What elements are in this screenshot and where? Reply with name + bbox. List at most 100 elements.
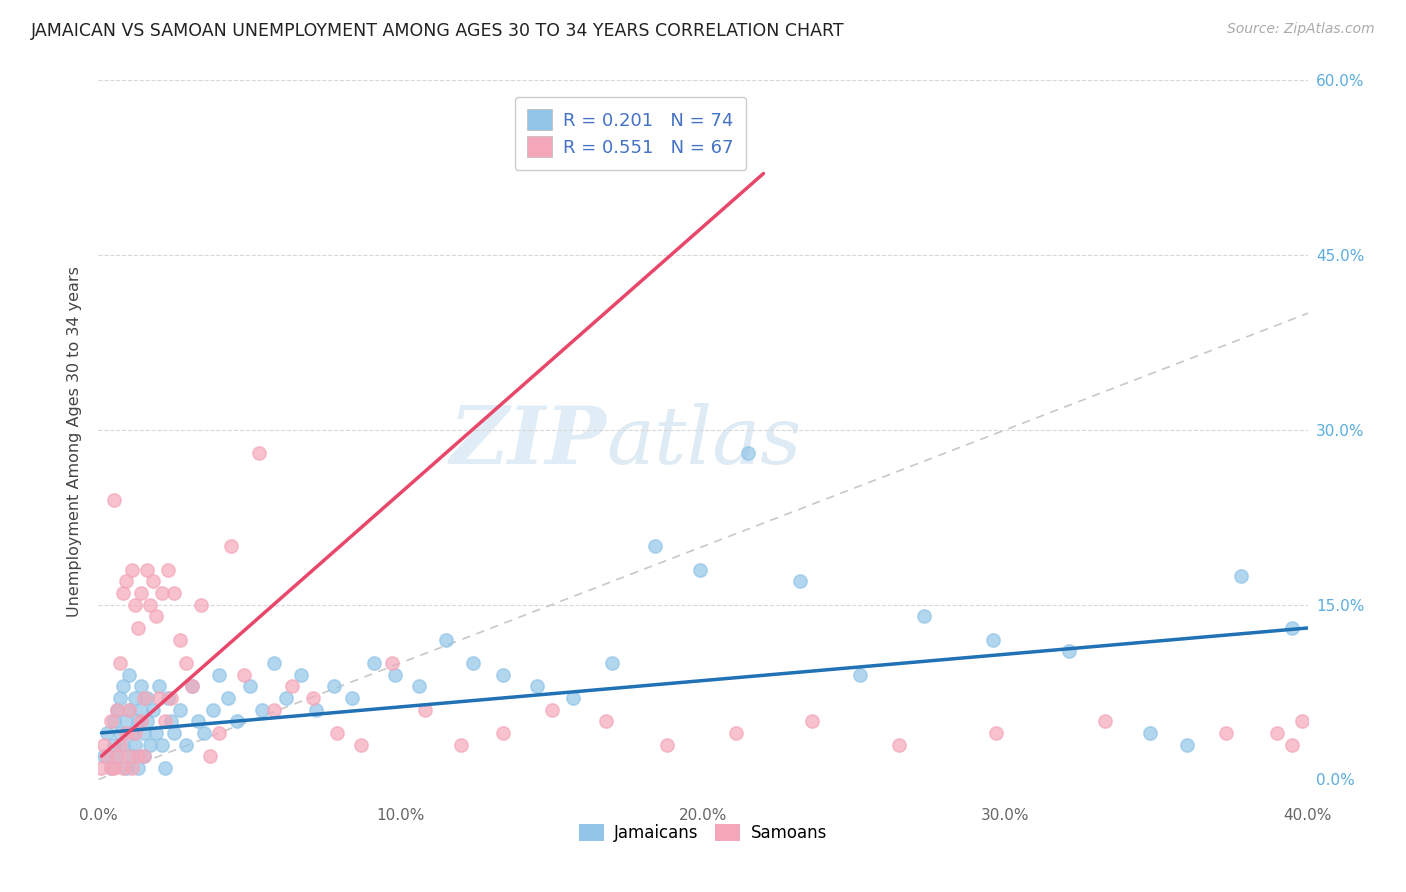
Point <box>381 656 404 670</box>
Point <box>1281 621 1303 635</box>
Point <box>121 761 143 775</box>
Point <box>132 749 155 764</box>
Point <box>274 690 297 705</box>
Point <box>1215 726 1237 740</box>
Point <box>181 679 204 693</box>
Point <box>526 679 548 693</box>
Point <box>200 749 222 764</box>
Point <box>156 563 179 577</box>
Point <box>124 598 146 612</box>
Text: JAMAICAN VS SAMOAN UNEMPLOYMENT AMONG AGES 30 TO 34 YEARS CORRELATION CHART: JAMAICAN VS SAMOAN UNEMPLOYMENT AMONG AG… <box>31 22 845 40</box>
Point <box>912 609 935 624</box>
Point <box>302 690 325 705</box>
Point <box>160 690 183 705</box>
Point <box>169 632 191 647</box>
Point <box>111 679 134 693</box>
Point <box>103 738 125 752</box>
Point <box>602 656 624 670</box>
Point <box>124 726 146 740</box>
Point <box>342 690 364 705</box>
Point <box>118 702 141 716</box>
Point <box>145 609 167 624</box>
Point <box>202 702 225 716</box>
Point <box>114 574 136 589</box>
Point <box>463 656 485 670</box>
Point <box>124 738 146 752</box>
Point <box>135 714 157 729</box>
Point <box>114 714 136 729</box>
Point <box>145 726 167 740</box>
Point <box>129 702 152 716</box>
Point <box>540 702 562 716</box>
Point <box>139 598 162 612</box>
Point <box>725 726 748 740</box>
Point <box>105 702 128 716</box>
Point <box>408 679 430 693</box>
Point <box>132 726 155 740</box>
Point <box>232 667 254 681</box>
Point <box>221 540 243 554</box>
Point <box>127 749 149 764</box>
Point <box>226 714 249 729</box>
Legend: Jamaicans, Samoans: Jamaicans, Samoans <box>572 817 834 848</box>
Y-axis label: Unemployment Among Ages 30 to 34 years: Unemployment Among Ages 30 to 34 years <box>66 266 82 617</box>
Point <box>129 586 152 600</box>
Point <box>217 690 239 705</box>
Point <box>150 738 173 752</box>
Point <box>800 714 823 729</box>
Point <box>108 738 131 752</box>
Point <box>118 702 141 716</box>
Point <box>111 586 134 600</box>
Point <box>114 761 136 775</box>
Point <box>108 726 131 740</box>
Point <box>153 761 176 775</box>
Point <box>142 702 165 716</box>
Point <box>413 702 436 716</box>
Point <box>263 656 285 670</box>
Point <box>849 667 872 681</box>
Point <box>121 749 143 764</box>
Point <box>127 761 149 775</box>
Point <box>1057 644 1080 658</box>
Point <box>290 667 312 681</box>
Point <box>1094 714 1116 729</box>
Point <box>127 621 149 635</box>
Point <box>121 563 143 577</box>
Point <box>1281 738 1303 752</box>
Point <box>1230 568 1253 582</box>
Point <box>239 679 262 693</box>
Point <box>363 656 385 670</box>
Point <box>90 761 112 775</box>
Point <box>305 702 328 716</box>
Point <box>100 761 122 775</box>
Point <box>737 446 759 460</box>
Point <box>93 749 115 764</box>
Point <box>350 738 373 752</box>
Point <box>174 656 197 670</box>
Point <box>492 667 515 681</box>
Point <box>986 726 1008 740</box>
Point <box>247 446 270 460</box>
Point <box>96 749 118 764</box>
Point <box>135 690 157 705</box>
Point <box>190 598 212 612</box>
Point <box>208 726 231 740</box>
Point <box>129 679 152 693</box>
Point <box>100 714 122 729</box>
Point <box>163 586 186 600</box>
Point <box>135 563 157 577</box>
Point <box>384 667 406 681</box>
Point <box>121 726 143 740</box>
Point <box>108 656 131 670</box>
Point <box>129 714 152 729</box>
Point <box>93 738 115 752</box>
Point <box>208 667 231 681</box>
Point <box>111 738 134 752</box>
Point <box>132 690 155 705</box>
Point <box>127 714 149 729</box>
Point <box>105 749 128 764</box>
Point <box>326 726 349 740</box>
Point <box>981 632 1004 647</box>
Point <box>193 726 215 740</box>
Point <box>655 738 678 752</box>
